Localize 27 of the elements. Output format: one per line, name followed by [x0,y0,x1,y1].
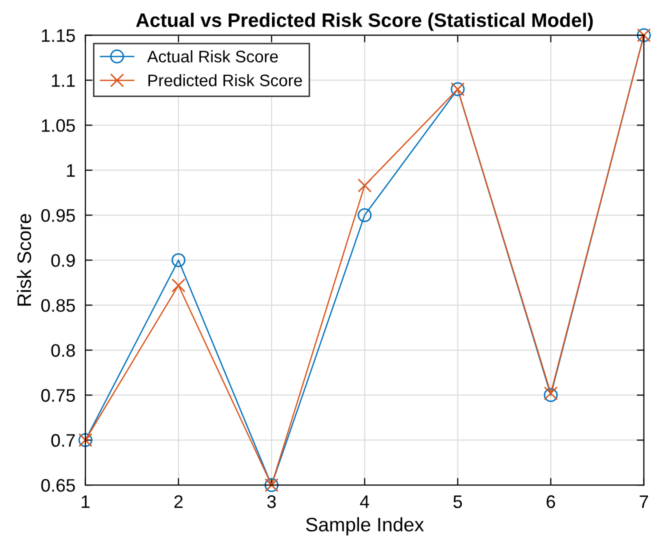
point [358,178,372,192]
legend-label: Predicted Risk Score [148,74,302,86]
y-tick-label: 1.1 [52,74,75,87]
y-tick-label: 0.9 [51,254,75,267]
x-tick-label: 6 [546,495,556,508]
y-tick-label: 0.85 [41,299,75,312]
y-tick-label: 1.15 [42,29,75,42]
x-tick-label: 1 [82,495,90,508]
point [172,278,186,292]
chart-title: Actual vs Predicted Risk Score (Statistical Model) [136,12,593,31]
y-tick-label: 0.8 [51,344,75,357]
x-axis-title: Sample Index [306,517,424,536]
y-tick-label: 1.05 [42,119,75,132]
point [172,253,186,268]
y-tick-label: 1 [67,164,75,177]
y-tick-label: 0.7 [51,434,75,447]
y-tick-label: 0.65 [41,479,75,492]
x-tick-label: 5 [453,495,462,508]
y-tick-label: 0.75 [41,389,75,402]
y-axis-title: Risk Score [16,214,32,306]
x-tick-label: 2 [174,495,183,508]
x-tick-label: 3 [267,495,276,508]
x-tick-label: 4 [360,495,370,508]
point [358,208,372,222]
legend-label: Actual Risk Score [147,50,278,62]
y-tick-label: 0.95 [41,209,75,222]
x-tick-label: 7 [640,495,648,508]
